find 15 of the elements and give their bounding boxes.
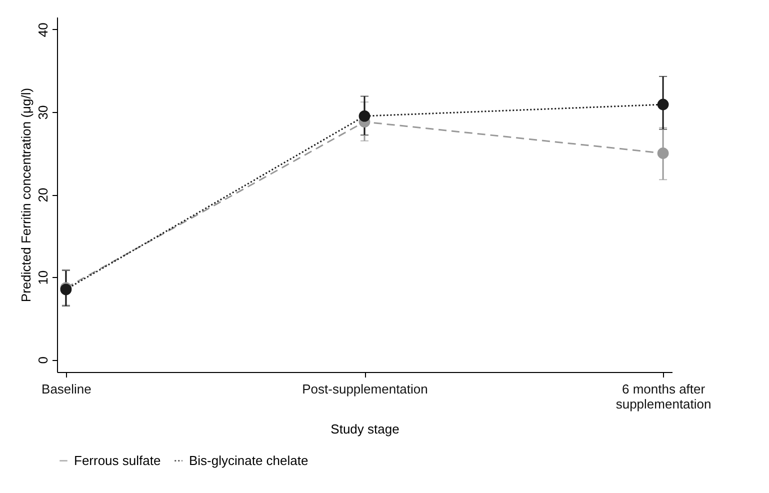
point xyxy=(657,148,669,159)
x-axis-title: Study stage xyxy=(330,422,400,436)
x-tick-label: Post-supplementation xyxy=(302,382,428,396)
y-tick-label: 40 xyxy=(36,22,50,38)
y-tick-label: 20 xyxy=(36,188,50,202)
x-tick-label: 6 months after supplementation xyxy=(616,382,712,412)
point xyxy=(657,98,669,110)
y-tick-label: 30 xyxy=(36,105,50,120)
y-tick-label: 0 xyxy=(36,356,50,364)
y-tick-label: 10 xyxy=(36,270,50,285)
legend-label: Bis-glycinate chelate xyxy=(189,452,308,468)
legend-label: Ferrous sulfate xyxy=(74,452,161,468)
x-tick-label: Baseline xyxy=(42,382,92,396)
point xyxy=(358,110,370,122)
y-axis-title: Predicted Ferritin concentration (μg/l) xyxy=(18,88,34,302)
